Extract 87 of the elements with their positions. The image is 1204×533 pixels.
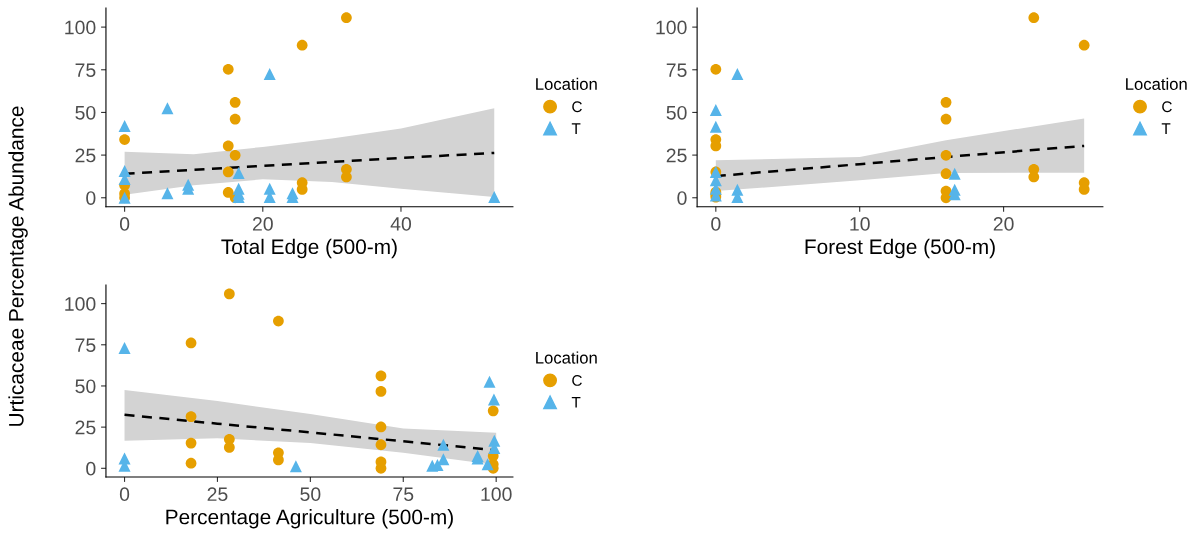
legend-label: T: [1161, 123, 1171, 134]
point: [223, 288, 235, 300]
x-tick-label: 0: [119, 487, 130, 502]
y-tick-label: 75: [666, 63, 687, 78]
point: [222, 63, 234, 75]
point: [232, 167, 245, 180]
point: [731, 68, 744, 81]
x-axis-title: Forest Edge (500-m): [805, 238, 995, 259]
x-tick-label: 10: [850, 217, 870, 231]
point: [185, 411, 197, 422]
point: [273, 315, 284, 327]
point: [222, 140, 234, 152]
point: [437, 438, 450, 451]
point: [940, 96, 952, 108]
legend-label: T: [571, 397, 581, 408]
point: [487, 393, 500, 406]
point: [426, 459, 439, 472]
x-tick-label: 25: [207, 487, 228, 502]
point: [709, 104, 722, 117]
x-tick-label: 50: [300, 487, 321, 502]
point: [375, 386, 387, 397]
point: [263, 68, 276, 81]
point: [118, 341, 131, 354]
point: [341, 12, 352, 24]
point: [940, 113, 952, 125]
y-tick-label: 25: [75, 420, 96, 435]
point: [185, 457, 197, 469]
point: [375, 439, 387, 451]
x-tick-label: 0: [711, 217, 721, 231]
point: [119, 134, 130, 145]
y-tick-label: 0: [86, 461, 96, 476]
point: [1028, 12, 1040, 24]
point: [185, 437, 197, 449]
point: [1078, 39, 1090, 51]
point: [222, 166, 234, 178]
x-axis-title: Percentage Agriculture (500-m): [166, 509, 453, 529]
x-tick-label: 75: [393, 487, 414, 502]
x-tick-label: 40: [390, 217, 412, 231]
y-tick-label: 50: [75, 105, 96, 120]
y-tick-label: 50: [666, 105, 687, 120]
y-tick-label: 75: [75, 63, 96, 78]
point: [296, 184, 308, 195]
legend-label: C: [572, 375, 582, 386]
x-axis-title: Total Edge (500-m): [221, 238, 397, 259]
point: [483, 375, 496, 388]
legend-title: Location: [1126, 77, 1187, 90]
legend-title: Location: [536, 351, 597, 364]
legend-title: Location: [536, 77, 597, 90]
point: [487, 405, 499, 417]
x-tick-label: 100: [481, 487, 512, 502]
point: [229, 149, 241, 161]
x-tick-label: 0: [119, 217, 130, 231]
point: [488, 191, 501, 204]
y-tick-label: 25: [75, 148, 96, 163]
point: [375, 370, 387, 382]
point: [161, 187, 174, 200]
y-tick-label: 75: [75, 338, 96, 353]
legend-label: T: [571, 123, 581, 134]
y-tick-label: 100: [65, 297, 96, 311]
point: [375, 421, 387, 433]
point: [1078, 184, 1090, 195]
y-tick-label: 100: [65, 20, 96, 35]
point: [229, 113, 241, 125]
x-tick-label: 20: [993, 217, 1014, 231]
y-tick-label: 100: [656, 20, 687, 35]
x-tick-label: 20: [252, 217, 273, 231]
point: [185, 337, 197, 349]
point: [940, 149, 952, 161]
point: [118, 120, 131, 133]
point: [263, 182, 276, 195]
point: [229, 96, 241, 108]
point: [710, 63, 722, 75]
legend-label: C: [572, 101, 582, 113]
point: [161, 102, 174, 115]
y-tick-label: 0: [677, 191, 687, 205]
y-tick-label: 25: [666, 148, 687, 163]
point: [481, 458, 494, 471]
point: [289, 460, 302, 473]
y-tick-label: 50: [75, 379, 96, 394]
point: [296, 39, 308, 51]
point: [223, 442, 235, 453]
point: [940, 168, 952, 180]
legend-label: C: [1162, 101, 1172, 113]
y-axis-title: Urticaceae Percentage Abundance: [8, 106, 28, 426]
point: [948, 167, 961, 180]
point: [709, 120, 722, 133]
y-tick-label: 0: [86, 191, 96, 205]
